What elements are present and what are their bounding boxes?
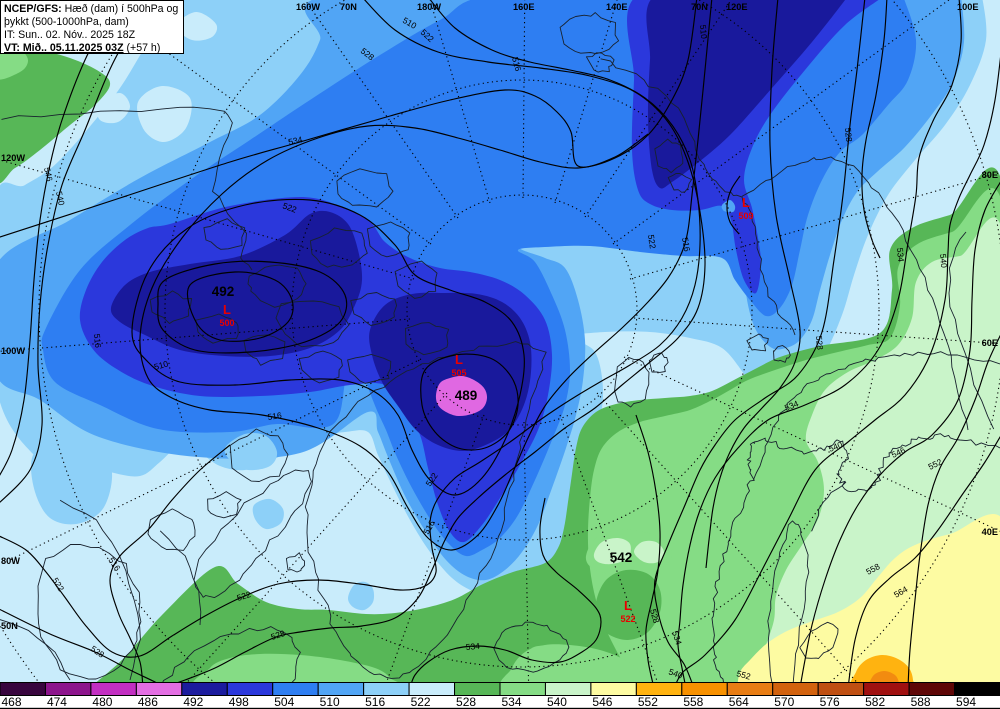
svg-text:504: 504: [274, 695, 294, 709]
svg-text:70N: 70N: [340, 2, 357, 12]
svg-text:160E: 160E: [513, 2, 534, 12]
svg-text:552: 552: [735, 668, 752, 681]
svg-text:100W: 100W: [1, 346, 25, 356]
svg-text:486: 486: [138, 695, 158, 709]
svg-text:534: 534: [287, 134, 303, 147]
svg-text:528: 528: [648, 608, 661, 625]
svg-text:576: 576: [820, 695, 840, 709]
svg-text:552: 552: [638, 695, 658, 709]
svg-text:100E: 100E: [957, 2, 978, 12]
svg-text:509: 509: [738, 211, 753, 221]
svg-text:522: 522: [411, 695, 431, 709]
svg-text:570: 570: [774, 695, 794, 709]
svg-text:140E: 140E: [606, 2, 627, 12]
svg-text:528: 528: [456, 695, 476, 709]
svg-text:IT: Sun.. 02. Nóv.. 2025 18Z: IT: Sun.. 02. Nóv.. 2025 18Z: [4, 29, 136, 41]
svg-text:528: 528: [843, 127, 854, 142]
svg-text:516: 516: [510, 56, 523, 73]
svg-text:540: 540: [547, 695, 567, 709]
svg-text:60E: 60E: [982, 338, 998, 348]
svg-text:546: 546: [592, 695, 612, 709]
svg-text:564: 564: [729, 695, 749, 709]
svg-text:588: 588: [911, 695, 931, 709]
svg-text:40E: 40E: [982, 527, 998, 537]
svg-text:528: 528: [814, 335, 825, 350]
svg-text:L: L: [223, 302, 231, 317]
svg-text:492: 492: [183, 695, 203, 709]
svg-text:510: 510: [153, 359, 170, 372]
svg-text:70N: 70N: [691, 2, 708, 12]
svg-text:80E: 80E: [982, 170, 998, 180]
svg-text:522: 522: [281, 200, 298, 214]
svg-text:534: 534: [895, 247, 906, 262]
svg-text:534: 534: [670, 630, 684, 647]
svg-text:540: 540: [667, 666, 684, 680]
svg-text:542: 542: [610, 550, 633, 565]
svg-text:534: 534: [465, 641, 480, 652]
svg-text:522: 522: [620, 614, 635, 624]
svg-text:516: 516: [365, 695, 385, 709]
svg-text:558: 558: [683, 695, 703, 709]
svg-text:L: L: [624, 598, 632, 613]
svg-text:468: 468: [2, 695, 22, 709]
svg-text:500: 500: [219, 318, 234, 328]
svg-text:516: 516: [680, 237, 692, 253]
svg-text:120E: 120E: [726, 2, 747, 12]
svg-text:528: 528: [270, 628, 287, 642]
svg-text:505: 505: [451, 368, 466, 378]
svg-text:522: 522: [646, 234, 658, 250]
svg-text:160W: 160W: [296, 2, 320, 12]
svg-text:540: 540: [938, 253, 949, 268]
svg-text:510: 510: [698, 24, 709, 39]
svg-text:474: 474: [47, 695, 67, 709]
svg-text:480: 480: [92, 695, 112, 709]
svg-text:534: 534: [502, 695, 522, 709]
svg-text:L: L: [742, 195, 750, 210]
svg-text:594: 594: [956, 695, 976, 709]
svg-text:546: 546: [42, 166, 55, 182]
svg-text:489: 489: [455, 388, 478, 403]
svg-text:80W: 80W: [1, 556, 20, 566]
svg-text:180W: 180W: [417, 2, 441, 12]
svg-text:50N: 50N: [1, 621, 18, 631]
svg-text:492: 492: [212, 284, 235, 299]
svg-text:NCEP/GFS: Hæð (dam) í 500hPa o: NCEP/GFS: Hæð (dam) í 500hPa og: [4, 3, 178, 15]
svg-text:þykkt (500-1000hPa, dam): þykkt (500-1000hPa, dam): [4, 16, 129, 28]
svg-text:582: 582: [865, 695, 885, 709]
svg-text:498: 498: [229, 695, 249, 709]
svg-text:516: 516: [267, 410, 283, 422]
svg-text:510: 510: [320, 695, 340, 709]
svg-text:120W: 120W: [1, 153, 25, 163]
svg-text:VT: Mið.. 05.11.2025 03Z (+57: VT: Mið.. 05.11.2025 03Z (+57 h): [4, 42, 160, 54]
svg-text:522: 522: [236, 589, 253, 603]
svg-text:540: 540: [54, 190, 67, 206]
svg-text:516: 516: [92, 333, 103, 348]
svg-text:L: L: [455, 352, 463, 367]
